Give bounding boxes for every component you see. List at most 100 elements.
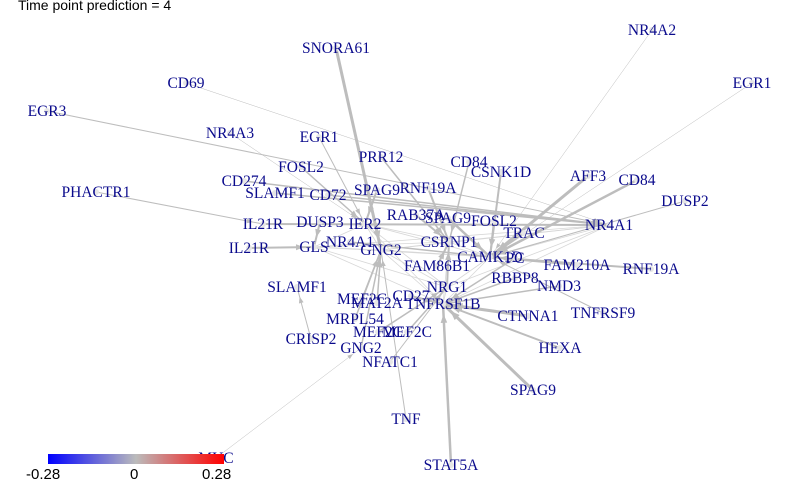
graph-edge [446, 241, 450, 288]
edge-arrowhead [452, 298, 461, 305]
mesh-edge [364, 223, 491, 258]
graph-node [325, 192, 331, 198]
mesh-edge [446, 224, 610, 288]
edge-arrowhead [424, 296, 434, 303]
node-label: CD84 [450, 154, 487, 171]
graph-node [260, 221, 266, 227]
graph-node [347, 239, 353, 245]
graph-node [359, 296, 365, 302]
node-label: NR4A1 [326, 234, 374, 251]
node-label: NR4A3 [206, 125, 254, 142]
graph-edge [334, 46, 383, 252]
edge-arrowhead [498, 244, 506, 252]
node-label: PHACTR1 [62, 184, 131, 201]
graph-node [682, 198, 688, 204]
graph-node [649, 27, 655, 33]
graph-node [440, 301, 446, 307]
edge-arrowhead [495, 243, 501, 249]
mesh-edge [380, 249, 491, 258]
mesh-edge [446, 256, 491, 288]
edge-arrowhead [450, 310, 460, 321]
node-label: GLS [299, 239, 328, 256]
graph-node [183, 80, 189, 86]
graph-node [241, 178, 247, 184]
node-label: MRPL54 [326, 311, 384, 328]
edge-arrowhead [355, 208, 361, 216]
edge-arrowhead [315, 228, 322, 238]
graph-node [308, 336, 314, 342]
node-label: FOSL2 [278, 159, 324, 176]
graph-edge [349, 241, 491, 258]
graph-node [574, 262, 580, 268]
graph-node [634, 177, 640, 183]
graph-node [434, 263, 440, 269]
node-label: RAB37A [387, 207, 446, 224]
edge-arrowhead [452, 307, 461, 314]
node-label: DUSP2 [661, 193, 708, 210]
node-label: SNORA61 [302, 40, 370, 57]
edge-arrowhead [450, 224, 456, 233]
edge-arrowhead [499, 255, 509, 262]
edge-arrowhead [489, 238, 495, 248]
graph-edge [229, 132, 366, 225]
graph-edge [442, 303, 561, 349]
node-label: CD274 [222, 173, 267, 190]
graph-edge [380, 156, 450, 243]
node-label: SLAMF1 [245, 185, 304, 202]
graph-edge [376, 249, 382, 304]
graph-node [374, 187, 380, 193]
graph-node [585, 173, 591, 179]
graph-node [648, 266, 654, 272]
node-label: STAT5A [424, 457, 480, 474]
graph-node [487, 254, 493, 260]
node-label: CD27 [392, 288, 429, 305]
graph-edge [296, 286, 312, 340]
node-label: TNF [391, 411, 421, 428]
graph-node [246, 245, 252, 251]
graph-node [606, 222, 612, 228]
edge-arrowhead [373, 230, 381, 241]
graph-node [408, 293, 414, 299]
graph-node [316, 134, 322, 140]
edge-arrowhead [433, 294, 441, 302]
edge-arrowhead [381, 259, 386, 267]
edge-arrowhead [347, 354, 354, 360]
edge-arrowhead [439, 224, 446, 233]
node-label: IL21R [229, 240, 270, 257]
node-label: NRG1 [427, 279, 467, 296]
mesh-edge [380, 241, 450, 251]
node-label: RBBP8 [491, 270, 539, 287]
edge-arrowhead [374, 259, 381, 268]
node-label: NMD3 [537, 278, 581, 295]
graph-node [227, 130, 233, 136]
graph-edge [327, 194, 610, 226]
graph-edge [489, 29, 653, 258]
node-label: CSRNP1 [421, 234, 478, 251]
mesh-edge [448, 241, 491, 258]
node-label: SPAG9 [425, 210, 471, 227]
graph-edge [441, 302, 535, 392]
graph-edge [364, 189, 378, 225]
graph-node [556, 283, 562, 289]
mesh-edge [313, 223, 366, 248]
node-label: CD84 [618, 172, 655, 189]
graph-node [362, 221, 368, 227]
graph-node [93, 189, 99, 195]
graph-node [557, 345, 563, 351]
colorbar [48, 454, 224, 464]
graph-node [512, 255, 518, 261]
node-label: CSNK1D [471, 164, 531, 181]
graph-node [317, 219, 323, 225]
node-label: MEF2C [353, 324, 403, 341]
graph-node [445, 215, 451, 221]
edge-arrowhead [431, 292, 439, 299]
edge-arrowhead [591, 220, 600, 226]
graph-edge [46, 110, 610, 226]
graph-edge [185, 82, 610, 226]
graph-node [413, 212, 419, 218]
node-label: CAMK1D [457, 249, 522, 266]
graph-node [298, 164, 304, 170]
edge-arrowhead [368, 206, 374, 215]
graph-node [530, 387, 536, 393]
